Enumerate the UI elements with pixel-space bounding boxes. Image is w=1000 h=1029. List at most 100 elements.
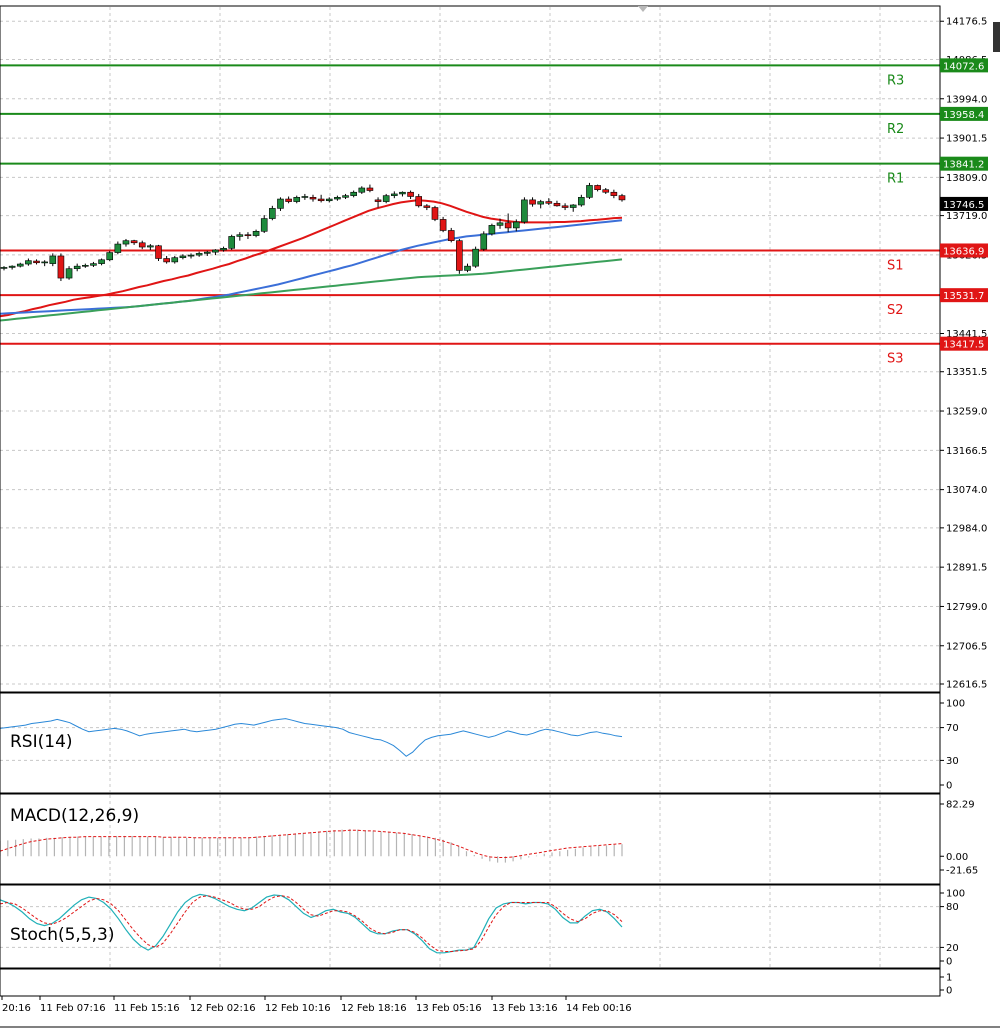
bull-candle <box>325 198 333 202</box>
macd-histogram <box>0 828 623 863</box>
level-name-r2: R2 <box>887 122 904 137</box>
bear-candle <box>374 199 382 202</box>
level-name-s1: S1 <box>887 258 904 273</box>
time-tick-label: 11 Feb 07:16 <box>40 1003 106 1014</box>
bear-candle <box>618 195 626 201</box>
price-tick-label: 12799.0 <box>946 602 987 613</box>
time-tick-label: 12 Feb 18:16 <box>341 1003 407 1014</box>
bear-candle <box>456 240 463 271</box>
rsi-tick-label: 30 <box>946 756 959 767</box>
bull-candle <box>195 253 203 256</box>
corner-scroll-button[interactable] <box>993 22 1000 52</box>
bull-candle <box>472 248 479 267</box>
bull-candle <box>342 195 349 198</box>
stoch-title: Stoch(5,5,3) <box>10 925 115 945</box>
bull-candle <box>16 263 24 267</box>
price-tick-label: 13166.5 <box>946 446 987 457</box>
price-tick-label: 13441.5 <box>946 329 987 340</box>
macd-tick-label: -21.65 <box>946 866 978 877</box>
bull-candle <box>277 198 284 209</box>
level-tag-text-s1: 13636.9 <box>943 246 984 257</box>
bear-candle <box>138 242 146 248</box>
rsi-line <box>0 718 623 757</box>
bear-candle <box>366 187 374 191</box>
chart-shift-marker[interactable] <box>638 6 648 12</box>
price-tick-label: 13719.0 <box>946 211 987 222</box>
bull-candle <box>537 201 544 205</box>
price-tick-label: 13351.5 <box>946 367 987 378</box>
price-tick-label: 14176.5 <box>946 17 987 28</box>
bull-candle <box>586 185 593 198</box>
stoch-axis: 100 80 20 0 <box>940 889 965 968</box>
bull-candle <box>203 251 211 254</box>
level-tags: 14072.6 13958.4 13841.2 13636.9 13531.7 13417… <box>940 58 988 351</box>
stoch-panel-frame <box>0 884 941 969</box>
bull-candle <box>8 265 16 268</box>
bull-candle <box>391 193 398 196</box>
bear-candle <box>244 234 252 237</box>
time-tick-label: 14 Feb 00:16 <box>566 1003 632 1014</box>
bull-candle <box>399 191 406 195</box>
level-tag-s3 <box>940 336 988 351</box>
current-price-tag-bg <box>940 196 988 211</box>
bull-candle <box>578 197 585 206</box>
bear-candle <box>529 199 536 205</box>
price-tick-label: 12891.5 <box>946 563 987 574</box>
rsi-tick-label: 0 <box>946 781 952 792</box>
volume-panel[interactable]: 10 <box>0 968 952 997</box>
bull-candle <box>122 240 130 245</box>
stoch-tick-label: 0 <box>946 957 952 968</box>
bull-candle <box>41 261 48 264</box>
bull-candle <box>488 225 496 235</box>
bull-candle <box>252 231 260 236</box>
rsi-series-line <box>0 718 623 757</box>
candles <box>0 182 626 282</box>
volume-panel-frame <box>0 968 941 997</box>
macd-axis: 82.29 0.00 -21.65 <box>940 800 978 877</box>
rsi-panel-frame <box>0 692 941 794</box>
level-tag-text-r3: 14072.6 <box>943 61 984 72</box>
level-tag-r3 <box>940 58 988 73</box>
bull-candle <box>98 259 105 264</box>
bear-candle <box>561 205 569 208</box>
macd-panel[interactable]: MACD(12,26,9) 82.29 0.00 -21.65 <box>0 793 978 885</box>
moving-average-ma-mid <box>0 219 623 315</box>
bull-candle <box>73 265 81 270</box>
bull-candle <box>350 191 357 196</box>
bull-candle <box>464 265 471 271</box>
bull-candle <box>147 245 154 248</box>
current-price-tag: 13746.5 <box>940 196 988 211</box>
bear-candle <box>407 191 414 197</box>
bull-candle <box>114 243 122 253</box>
rsi-tick-label: 100 <box>946 699 965 710</box>
bear-candle <box>57 255 65 279</box>
macd-tick-label: 0.00 <box>946 852 968 863</box>
time-tick-label: 13 Feb 05:16 <box>416 1003 482 1014</box>
bear-candle <box>285 198 292 202</box>
level-tag-s2 <box>940 288 988 303</box>
bull-candle <box>228 236 235 249</box>
bull-candle <box>187 254 195 257</box>
macd-panel-frame <box>0 793 941 885</box>
bear-candle <box>439 219 447 231</box>
bull-candle <box>49 255 57 264</box>
price-tick-label: 13901.5 <box>946 134 987 145</box>
macd-signal-series <box>0 829 623 858</box>
time-axis: 20:16 11 Feb 07:16 11 Feb 15:16 12 Feb 02:1… <box>0 996 1000 1028</box>
price-grid <box>0 7 940 691</box>
time-tick-label: 20:16 <box>2 1003 31 1014</box>
stoch-tick-label: 80 <box>946 902 959 913</box>
bull-candle <box>82 265 89 267</box>
bear-candle <box>431 207 439 220</box>
stoch-signal-line <box>0 895 623 952</box>
bull-candle <box>358 187 366 193</box>
bull-candle <box>220 248 227 251</box>
price-tick-label: 13259.0 <box>946 407 987 418</box>
rsi-panel[interactable]: RSI(14) 100 70 30 0 <box>0 692 965 794</box>
stoch-panel[interactable]: Stoch(5,5,3) 100 80 20 0 <box>0 884 965 969</box>
bear-candle <box>610 191 618 196</box>
bull-candle <box>521 199 528 223</box>
